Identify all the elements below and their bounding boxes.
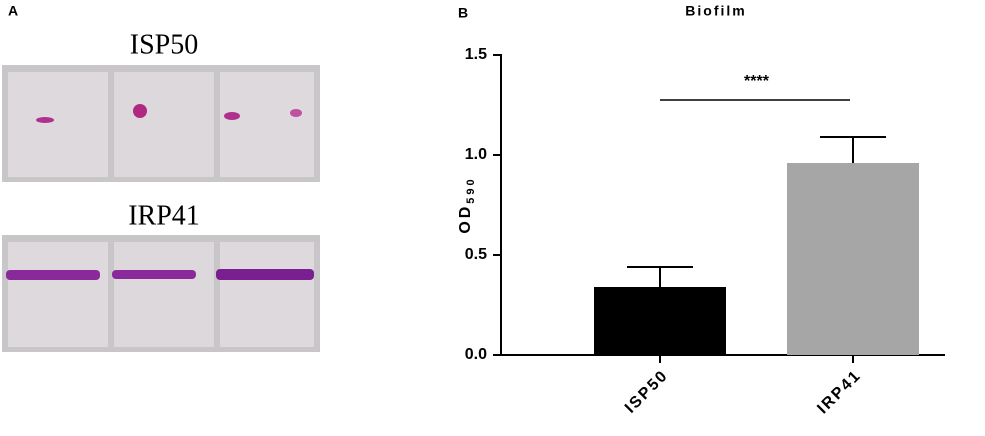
photo (2, 235, 320, 352)
photo-label: IRP41 (128, 200, 200, 231)
y-tick-label: 0.0 (465, 346, 487, 363)
x-tick-label: ISP50 (622, 367, 672, 417)
stain (290, 109, 302, 117)
well (114, 242, 214, 347)
panel-label: B (458, 5, 468, 21)
stain (36, 117, 54, 123)
photo-label: ISP50 (130, 29, 198, 60)
stain (112, 270, 196, 279)
well (8, 242, 108, 347)
chart-title: Biofilm (685, 3, 746, 19)
stain (216, 269, 314, 280)
y-tick-label: 1.5 (465, 46, 487, 63)
photo (2, 65, 320, 182)
panel-label: A (8, 3, 18, 19)
bar (594, 287, 726, 355)
x-tick-label: IRP41 (814, 367, 865, 418)
stain (224, 112, 240, 120)
significance-label: **** (744, 73, 770, 90)
bar (787, 163, 919, 355)
y-axis-label-subscript: 590 (465, 176, 477, 203)
well (8, 72, 108, 177)
stain (6, 270, 100, 280)
y-axis-label-text: OD (457, 204, 474, 234)
well (220, 72, 314, 177)
well (220, 242, 314, 347)
y-axis-label: OD590 (457, 176, 477, 233)
stain (133, 104, 147, 118)
well (114, 72, 214, 177)
y-tick-label: 0.5 (465, 246, 487, 263)
y-tick-label: 1.0 (465, 146, 487, 163)
